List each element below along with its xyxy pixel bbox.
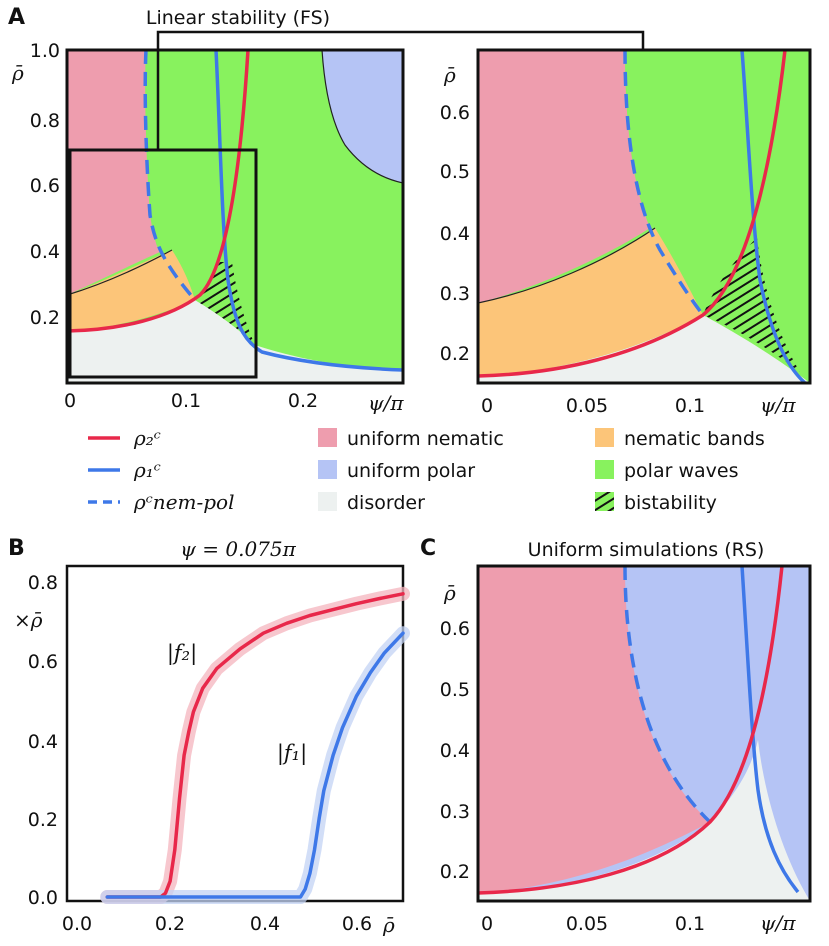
tick-a-y-0.6: 0.6 [30, 175, 60, 197]
c-region-uniform-nematic [478, 566, 710, 893]
panel-b-frame [65, 564, 405, 903]
legend-label-rho2: ρ₂ᶜ [133, 426, 161, 450]
legend-swatch-disorder [318, 492, 337, 511]
tick-z-y-0.5: 0.5 [440, 161, 470, 183]
panel-a: Linear stability (FS) 1.0 0.8 0.6 0.4 0.… [11, 7, 645, 415]
legend-swatch-polar [318, 460, 337, 479]
tick-z-x-0.1: 0.1 [675, 395, 705, 417]
series-line-0 [105, 592, 405, 899]
legend-swatch-bistability [595, 492, 614, 511]
tick-a-y-0.4: 0.4 [30, 241, 60, 263]
legend: ρ₂ᶜ ρ₁ᶜ ρᶜnem-pol uniform nematic unifor… [88, 426, 765, 514]
tick-c-x-0.05: 0.05 [566, 913, 608, 935]
panel-label-b: B [8, 536, 25, 561]
tick-a-y-1.0: 1.0 [30, 40, 60, 62]
legend-label-rhonp: ρᶜnem-pol [133, 490, 235, 514]
tick-z-y-0.6: 0.6 [440, 102, 470, 124]
tick-c-x-0.1: 0.1 [675, 913, 705, 935]
panel-c: Uniform simulations (RS) 0.6 0.5 0.4 0.3… [440, 539, 812, 935]
tick-b-y-0.8: 0.8 [28, 572, 58, 594]
xlabel-a: ψ/π [368, 391, 404, 415]
legend-label-waves: polar waves [624, 460, 738, 482]
zoom-region-uniform-nematic [478, 50, 650, 303]
panel-c-title: Uniform simulations (RS) [528, 539, 765, 561]
tick-z-y-0.3: 0.3 [440, 283, 470, 305]
legend-swatch-bands [595, 428, 614, 447]
zoom-boundary-bands-nematic [478, 227, 656, 304]
curve-rho2 [67, 50, 250, 333]
tick-b-y-0.4: 0.4 [28, 731, 58, 753]
panel-a-frame [65, 48, 405, 385]
legend-label-nematic: uniform nematic [347, 428, 504, 450]
ylabel-a: ρ̄ [11, 61, 24, 85]
panel-label-a: A [8, 5, 25, 30]
tick-b-x-0.2: 0.2 [155, 913, 185, 935]
tick-c-y-0.3: 0.3 [440, 801, 470, 823]
tick-c-y-0.4: 0.4 [440, 740, 470, 762]
legend-label-bistability: bistability [624, 492, 717, 514]
panel-a-zoom: 0.6 0.5 0.4 0.3 0.2 ρ̄ 0 0.05 0.1 ψ/π [440, 48, 812, 417]
tick-c-y-0.2: 0.2 [440, 861, 470, 883]
tick-z-x-0.05: 0.05 [566, 395, 608, 417]
c-curve-rho1 [740, 566, 800, 894]
c-curve-rho-nem-pol [623, 566, 712, 824]
panel-c-frame [476, 564, 812, 903]
region-uniform-nematic [67, 50, 160, 295]
tick-b-x-0.6: 0.6 [342, 913, 372, 935]
tick-c-x-0: 0 [481, 913, 493, 935]
tick-a-x-0.1: 0.1 [171, 390, 201, 412]
c-region-disorder [478, 740, 810, 901]
tick-c-y-0.6: 0.6 [440, 618, 470, 640]
region-nematic-bands [67, 250, 195, 331]
tick-z-x-0: 0 [481, 395, 493, 417]
tick-a-y-0.2: 0.2 [30, 307, 60, 329]
series-label-f2: |f₂| [167, 641, 197, 666]
c-curve-rho2 [478, 566, 784, 895]
ylabel-z: ρ̄ [443, 63, 456, 87]
tick-b-x-0.4: 0.4 [250, 913, 280, 935]
inset-box [68, 148, 258, 379]
series-line-1 [105, 631, 405, 899]
panel-a-title: Linear stability (FS) [146, 7, 330, 29]
panel-b-series [100, 586, 410, 904]
tick-z-y-0.2: 0.2 [440, 343, 470, 365]
legend-swatch-nematic [318, 428, 337, 447]
tick-b-y-0.0: 0.0 [28, 887, 58, 909]
ylabel-c: ρ̄ [443, 581, 456, 605]
legend-label-disorder: disorder [347, 492, 425, 514]
zoom-region-nematic-bands [478, 228, 703, 376]
zoom-curve-rho-nem-pol [623, 50, 705, 317]
boundary-bands-nematic [67, 249, 173, 296]
tick-a-x-0: 0 [64, 390, 76, 412]
panel-b-title: ψ = 0.075π [180, 537, 296, 561]
legend-swatch-waves [595, 460, 614, 479]
tick-b-y-0.6: 0.6 [28, 651, 58, 673]
xlabel-z: ψ/π [760, 393, 796, 417]
region-uniform-polar [322, 50, 403, 183]
zoom-curve-rho1 [740, 50, 807, 383]
zoom-connector [156, 30, 645, 150]
legend-label-rho1: ρ₁ᶜ [133, 458, 161, 482]
legend-label-bands: nematic bands [624, 428, 765, 450]
zoom-frame [476, 48, 812, 385]
tick-b-x-0.0: 0.0 [62, 913, 92, 935]
xlabel-b: ρ̄ [382, 913, 395, 937]
panel-b: ψ = 0.075π 0.8 0.6 0.4 0.2 0.0 ×ρ̄ 0.0 0… [14, 537, 410, 937]
tick-a-y-0.8: 0.8 [30, 110, 60, 132]
series-label-f1: |f₁| [277, 741, 307, 766]
zoom-region-disorder [478, 315, 810, 383]
ylabel-b: ×ρ̄ [14, 608, 43, 632]
curve-rho-nem-pol [143, 50, 197, 302]
panel-label-c: C [420, 536, 436, 561]
tick-c-y-0.5: 0.5 [440, 679, 470, 701]
xlabel-c: ψ/π [760, 911, 796, 935]
zoom-curve-rho2 [478, 50, 787, 378]
tick-a-x-0.2: 0.2 [288, 390, 318, 412]
legend-label-polar: uniform polar [347, 460, 475, 482]
tick-z-y-0.4: 0.4 [440, 223, 470, 245]
tick-b-y-0.2: 0.2 [28, 809, 58, 831]
boundary-polar-waves [321, 50, 403, 184]
